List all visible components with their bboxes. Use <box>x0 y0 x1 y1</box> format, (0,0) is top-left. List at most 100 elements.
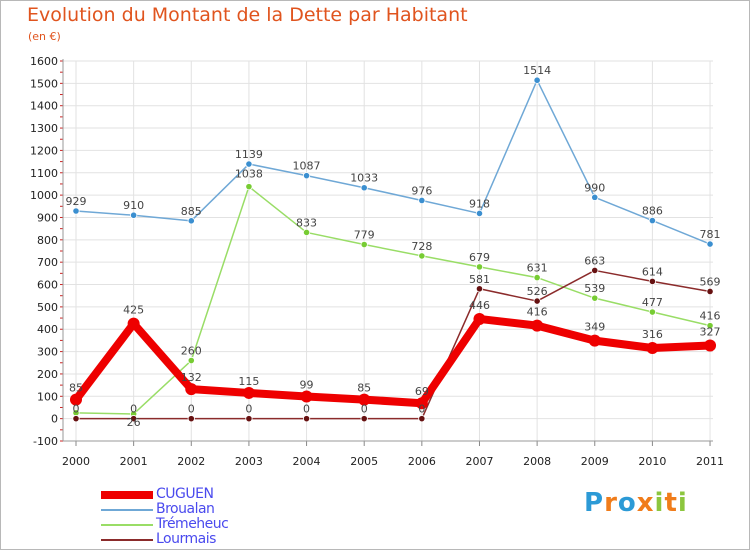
x-tick-label: 2009 <box>581 455 609 468</box>
data-label-tremeheuc: 260 <box>181 345 202 358</box>
data-point-broualan <box>475 209 484 218</box>
data-label-lourmais: 0 <box>361 403 368 416</box>
y-tick-label: 300 <box>37 346 58 359</box>
legend-swatch-lourmais <box>101 539 153 541</box>
series-line-broualan <box>75 79 711 245</box>
data-label-broualan: 1033 <box>350 172 378 185</box>
data-point-cuguen <box>531 319 544 332</box>
y-tick-label: 0 <box>51 413 58 426</box>
y-tick-label: 1300 <box>30 122 58 135</box>
y-tick-label: 1500 <box>30 77 58 90</box>
data-point-lourmais <box>418 415 426 423</box>
logo-letter: i <box>677 488 688 518</box>
data-point-tremeheuc <box>418 252 426 260</box>
data-label-cuguen: 69 <box>415 385 429 398</box>
x-tick-label: 2002 <box>177 455 205 468</box>
logo-letter: t <box>664 488 678 518</box>
logo-letter: i <box>654 488 665 518</box>
data-label-broualan: 1087 <box>293 160 321 173</box>
series-cuguen <box>70 312 717 410</box>
data-label-broualan: 1514 <box>523 64 551 77</box>
data-label-broualan: 929 <box>66 195 87 208</box>
x-tick-label: 2004 <box>293 455 321 468</box>
y-tick-label: 400 <box>37 323 58 336</box>
data-label-broualan: 781 <box>700 228 721 241</box>
data-point-cuguen <box>588 334 601 347</box>
legend-label-tremeheuc: Trémeheuc <box>156 516 229 532</box>
x-tick-label: 2010 <box>638 455 666 468</box>
data-point-tremeheuc <box>533 273 541 282</box>
data-label-lourmais: 581 <box>469 273 490 286</box>
data-point-broualan <box>302 172 311 180</box>
data-point-broualan <box>418 196 426 205</box>
data-label-lourmais: 0 <box>303 403 310 416</box>
data-label-broualan: 976 <box>411 184 432 197</box>
data-label-broualan: 886 <box>642 205 663 218</box>
logo-letter: P <box>584 488 605 518</box>
data-point-lourmais <box>72 415 80 423</box>
data-point-lourmais <box>245 415 253 423</box>
data-point-cuguen <box>473 312 486 325</box>
legend-label-cuguen: CUGUEN <box>156 486 214 502</box>
data-point-tremeheuc <box>360 240 368 249</box>
data-point-broualan <box>706 240 714 248</box>
data-label-tremeheuc: 477 <box>642 296 663 309</box>
data-point-cuguen <box>646 342 659 355</box>
data-point-broualan <box>591 193 599 201</box>
x-tick-label: 2006 <box>408 455 436 468</box>
y-tick-label: 1200 <box>30 144 58 157</box>
data-label-cuguen: 416 <box>527 306 548 319</box>
data-label-tremeheuc: 539 <box>584 282 605 295</box>
y-tick-label: 600 <box>37 279 58 292</box>
data-label-cuguen: 85 <box>69 382 83 395</box>
data-label-lourmais: 0 <box>188 403 195 416</box>
y-tick-label: 1000 <box>30 189 58 202</box>
data-point-broualan <box>533 76 541 84</box>
data-point-lourmais <box>706 287 714 296</box>
data-label-tremeheuc: 728 <box>411 240 432 253</box>
series-lourmais <box>72 266 714 423</box>
data-label-lourmais: 0 <box>73 403 80 416</box>
series-tremeheuc <box>72 183 714 418</box>
data-point-lourmais <box>475 285 484 293</box>
data-point-lourmais <box>130 415 138 423</box>
data-label-tremeheuc: 779 <box>354 229 375 242</box>
data-point-cuguen <box>704 339 717 352</box>
data-point-tremeheuc <box>475 263 484 271</box>
series-line-lourmais <box>75 269 711 420</box>
logo-letter: r <box>604 488 618 518</box>
data-point-tremeheuc <box>302 228 311 237</box>
legend-label-broualan: Broualan <box>156 501 215 517</box>
data-point-cuguen <box>70 393 82 406</box>
legend-swatch-cuguen <box>101 491 153 499</box>
data-point-broualan <box>360 184 368 192</box>
logo-letter: x <box>636 488 655 518</box>
data-label-lourmais: 569 <box>700 275 721 288</box>
legend-swatch-broualan <box>101 509 153 511</box>
data-point-cuguen <box>300 390 313 403</box>
data-label-lourmais: 0 <box>418 403 425 416</box>
data-label-cuguen: 85 <box>357 382 371 395</box>
y-tick-label: 800 <box>37 234 58 247</box>
data-label-tremeheuc: 679 <box>469 251 490 264</box>
data-point-broualan <box>245 160 253 168</box>
x-tick-label: 2007 <box>465 455 493 468</box>
data-label-cuguen: 349 <box>584 321 605 334</box>
x-tick-label: 2001 <box>120 455 148 468</box>
y-tick-label: 100 <box>37 390 58 403</box>
y-tick-label: 200 <box>37 368 58 381</box>
data-label-cuguen: 132 <box>181 371 202 384</box>
data-label-broualan: 885 <box>181 205 202 218</box>
data-point-cuguen <box>358 393 371 406</box>
data-label-lourmais: 663 <box>584 254 605 267</box>
x-tick-label: 2005 <box>350 455 378 468</box>
data-label-cuguen: 425 <box>123 304 144 317</box>
data-label-lourmais: 526 <box>527 285 548 298</box>
data-point-cuguen <box>242 386 255 399</box>
data-label-tremeheuc: 416 <box>700 310 721 323</box>
logo-letter: o <box>617 488 637 518</box>
data-label-cuguen: 99 <box>300 379 314 392</box>
data-point-broualan <box>648 217 657 225</box>
data-label-tremeheuc: 833 <box>296 216 317 229</box>
